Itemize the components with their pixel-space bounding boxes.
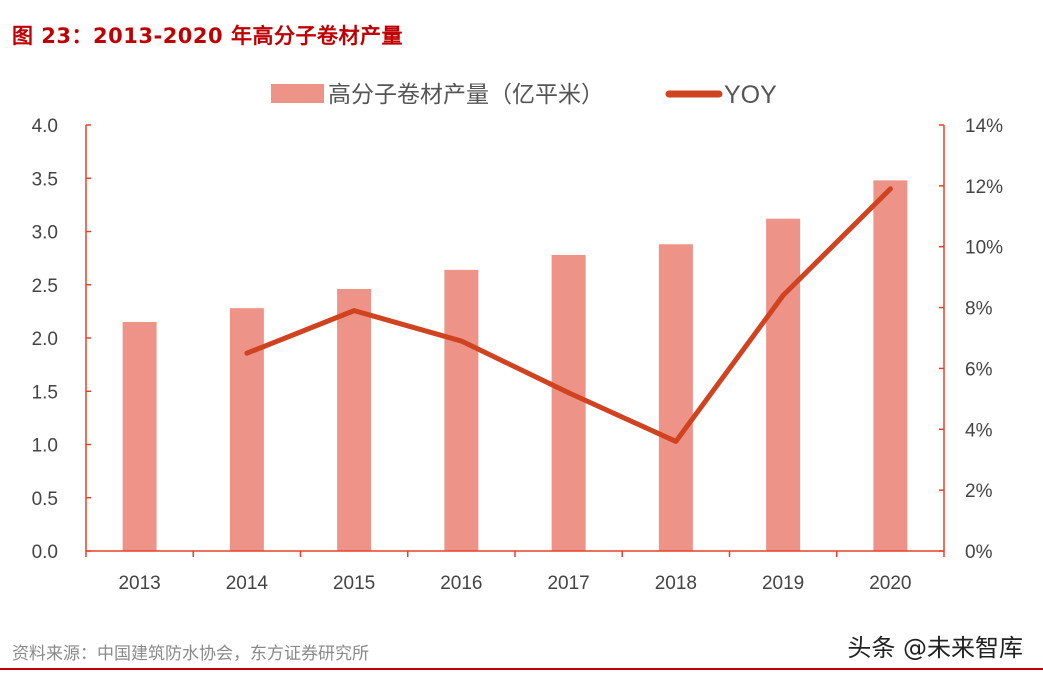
bar-2016 — [444, 269, 479, 551]
x-tick-label: 2017 — [547, 573, 589, 594]
left-tick-label: 4.0 — [32, 116, 58, 137]
x-tick-label: 2014 — [226, 573, 269, 594]
right-tick-label: 8% — [965, 299, 993, 320]
bar-2013 — [122, 322, 157, 551]
legend-label-line: YOY — [724, 81, 777, 109]
left-tick-label: 1.5 — [32, 382, 58, 403]
bar-2018 — [658, 244, 693, 551]
left-tick-label: 2.0 — [32, 329, 58, 350]
bar-2020 — [873, 180, 908, 551]
left-tick-label: 3.5 — [32, 169, 58, 190]
right-tick-label: 10% — [965, 238, 1003, 259]
right-tick-label: 12% — [965, 177, 1003, 198]
watermark: 头条 @未来智库 — [847, 634, 1023, 662]
bar-2017 — [551, 254, 586, 551]
right-tick-label: 14% — [965, 116, 1003, 137]
x-tick-label: 2019 — [762, 573, 804, 594]
left-tick-label: 0.0 — [32, 542, 58, 563]
left-tick-label: 3.0 — [32, 223, 58, 244]
right-tick-label: 0% — [965, 542, 993, 563]
x-tick-label: 2015 — [333, 573, 375, 594]
x-tick-label: 2013 — [118, 573, 160, 594]
legend-swatch-bar — [271, 84, 324, 103]
left-tick-label: 0.5 — [32, 489, 58, 510]
legend-label-bar: 高分子卷材产量（亿平米） — [328, 81, 604, 107]
right-tick-label: 6% — [965, 359, 993, 380]
bar-2014 — [229, 308, 264, 551]
figure-title: 图 23：2013-2020 年高分子卷材产量 — [12, 24, 403, 48]
x-tick-label: 2018 — [655, 573, 697, 594]
x-tick-label: 2020 — [869, 573, 911, 594]
bar-2019 — [766, 218, 801, 551]
source-note: 资料来源：中国建筑防水协会，东方证券研究所 — [12, 644, 369, 664]
right-tick-label: 4% — [965, 420, 993, 441]
bottom-divider — [0, 668, 1043, 670]
bar-2015 — [337, 289, 372, 551]
left-tick-label: 1.0 — [32, 436, 58, 457]
right-tick-label: 2% — [965, 481, 993, 502]
left-tick-label: 2.5 — [32, 276, 58, 297]
x-tick-label: 2016 — [440, 573, 482, 594]
